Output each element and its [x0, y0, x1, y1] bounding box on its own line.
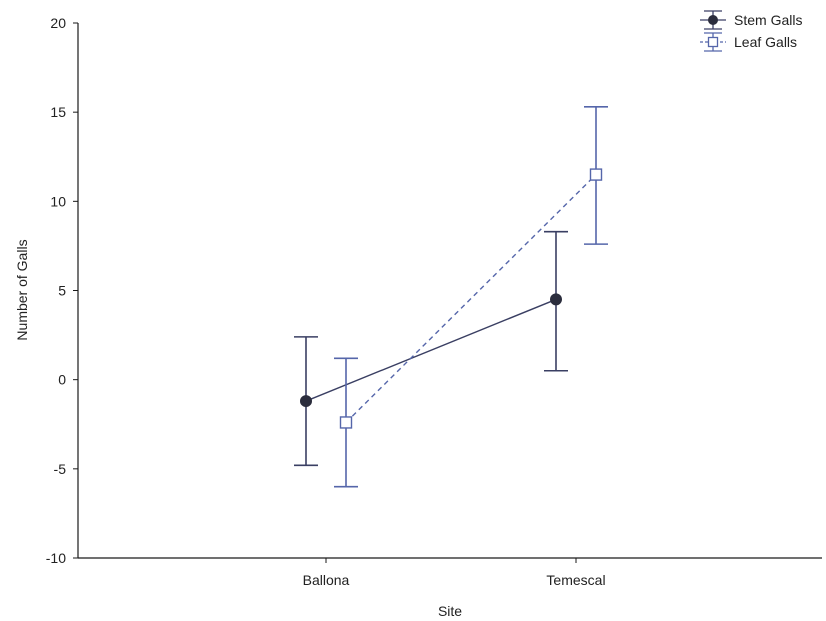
series-line — [305, 298, 557, 402]
legend: Stem Galls Leaf Galls — [700, 10, 802, 52]
y-axis-title: Number of Galls — [14, 239, 30, 340]
x-tick-label: Temescal — [546, 572, 605, 588]
series-line — [345, 174, 597, 423]
x-axis-title: Site — [438, 603, 462, 619]
series-leaf-galls — [334, 106, 608, 488]
y-axis-ticks: 20 15 10 5 0 -5 -10 — [46, 15, 78, 566]
series-stem-galls — [294, 230, 568, 467]
legend-symbol — [700, 32, 726, 52]
y-tick-label: 5 — [58, 283, 66, 299]
data-point-marker — [589, 168, 603, 181]
legend-item: Stem Galls — [700, 10, 802, 30]
plot-area — [77, 23, 822, 559]
data-point-marker — [339, 416, 353, 429]
data-point-marker — [300, 395, 312, 408]
legend-symbol — [700, 10, 726, 30]
y-tick-label: 15 — [50, 104, 66, 120]
legend-label: Stem Galls — [734, 12, 802, 28]
y-tick-label: -5 — [54, 461, 67, 477]
y-tick-label: 10 — [50, 193, 66, 209]
series-layer — [294, 106, 608, 488]
x-tick-label: Ballona — [303, 572, 350, 588]
data-point-marker — [550, 293, 562, 306]
legend-label: Leaf Galls — [734, 34, 797, 50]
y-tick-label: 20 — [50, 15, 66, 31]
y-tick-label: -10 — [46, 550, 66, 566]
x-axis-ticks: Ballona Temescal — [303, 558, 606, 588]
legend-item: Leaf Galls — [700, 32, 797, 52]
y-tick-label: 0 — [58, 372, 66, 388]
